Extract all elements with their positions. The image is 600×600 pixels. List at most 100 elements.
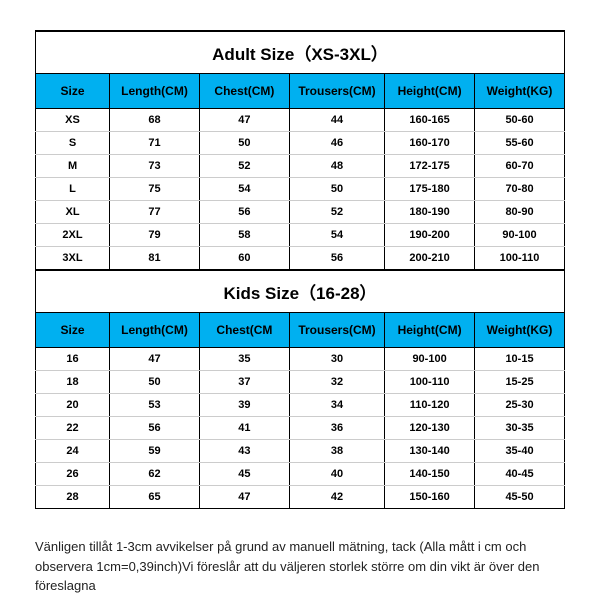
table-cell: 30 bbox=[289, 348, 384, 371]
column-header: Size bbox=[36, 74, 110, 109]
table-cell: 59 bbox=[110, 440, 200, 463]
table-cell: 54 bbox=[289, 224, 384, 247]
table-cell: 65 bbox=[110, 486, 200, 509]
table-cell: 50-60 bbox=[475, 109, 565, 132]
table-cell: 100-110 bbox=[385, 371, 475, 394]
table-cell: 73 bbox=[110, 155, 200, 178]
table-cell: 80-90 bbox=[475, 201, 565, 224]
table-cell: 190-200 bbox=[385, 224, 475, 247]
table-row: M735248172-17560-70 bbox=[36, 155, 565, 178]
table-cell: 55-60 bbox=[475, 132, 565, 155]
column-header: Chest(CM bbox=[199, 313, 289, 348]
column-header: Trousers(CM) bbox=[289, 74, 384, 109]
table-cell: 50 bbox=[289, 178, 384, 201]
table-cell: 81 bbox=[110, 247, 200, 270]
table-row: XS684744160-16550-60 bbox=[36, 109, 565, 132]
table-row: 1647353090-10010-15 bbox=[36, 348, 565, 371]
table-cell: 3XL bbox=[36, 247, 110, 270]
column-header: Length(CM) bbox=[110, 313, 200, 348]
table-cell: 37 bbox=[199, 371, 289, 394]
table-cell: 16 bbox=[36, 348, 110, 371]
table-cell: 68 bbox=[110, 109, 200, 132]
table-cell: 24 bbox=[36, 440, 110, 463]
table-cell: 52 bbox=[199, 155, 289, 178]
adult-size-table: SizeLength(CM)Chest(CM)Trousers(CM)Heigh… bbox=[35, 73, 565, 270]
table-row: 22564136120-13030-35 bbox=[36, 417, 565, 440]
table-cell: 53 bbox=[110, 394, 200, 417]
table-cell: 39 bbox=[199, 394, 289, 417]
column-header: Weight(KG) bbox=[475, 313, 565, 348]
table-row: 18503732100-11015-25 bbox=[36, 371, 565, 394]
table-cell: 41 bbox=[199, 417, 289, 440]
table-cell: 44 bbox=[289, 109, 384, 132]
table-cell: XL bbox=[36, 201, 110, 224]
table-cell: 42 bbox=[289, 486, 384, 509]
table-cell: 18 bbox=[36, 371, 110, 394]
table-cell: 46 bbox=[289, 132, 384, 155]
table-row: 3XL816056200-210100-110 bbox=[36, 247, 565, 270]
table-cell: 90-100 bbox=[385, 348, 475, 371]
table-cell: 40 bbox=[289, 463, 384, 486]
table-cell: 25-30 bbox=[475, 394, 565, 417]
table-cell: 200-210 bbox=[385, 247, 475, 270]
table-row: 24594338130-14035-40 bbox=[36, 440, 565, 463]
table-cell: 130-140 bbox=[385, 440, 475, 463]
table-cell: XS bbox=[36, 109, 110, 132]
table-cell: 45-50 bbox=[475, 486, 565, 509]
table-cell: 160-170 bbox=[385, 132, 475, 155]
table-cell: 150-160 bbox=[385, 486, 475, 509]
table-cell: 60-70 bbox=[475, 155, 565, 178]
column-header: Height(CM) bbox=[385, 74, 475, 109]
table-cell: 70-80 bbox=[475, 178, 565, 201]
adult-section-title: Adult Size（XS-3XL） bbox=[35, 30, 565, 73]
table-cell: 75 bbox=[110, 178, 200, 201]
table-cell: 15-25 bbox=[475, 371, 565, 394]
table-cell: 120-130 bbox=[385, 417, 475, 440]
table-cell: 50 bbox=[199, 132, 289, 155]
table-row: L755450175-18070-80 bbox=[36, 178, 565, 201]
table-cell: 30-35 bbox=[475, 417, 565, 440]
table-cell: L bbox=[36, 178, 110, 201]
table-cell: 180-190 bbox=[385, 201, 475, 224]
table-row: 2XL795854190-20090-100 bbox=[36, 224, 565, 247]
column-header: Trousers(CM) bbox=[289, 313, 384, 348]
table-cell: 34 bbox=[289, 394, 384, 417]
table-cell: 140-150 bbox=[385, 463, 475, 486]
table-cell: 56 bbox=[199, 201, 289, 224]
table-row: 28654742150-16045-50 bbox=[36, 486, 565, 509]
table-cell: 90-100 bbox=[475, 224, 565, 247]
column-header: Chest(CM) bbox=[199, 74, 289, 109]
table-cell: 35-40 bbox=[475, 440, 565, 463]
table-cell: 56 bbox=[110, 417, 200, 440]
table-row: 26624540140-15040-45 bbox=[36, 463, 565, 486]
kids-size-table: SizeLength(CM)Chest(CMTrousers(CM)Height… bbox=[35, 312, 565, 509]
column-header: Size bbox=[36, 313, 110, 348]
table-cell: 77 bbox=[110, 201, 200, 224]
table-cell: 45 bbox=[199, 463, 289, 486]
table-cell: 48 bbox=[289, 155, 384, 178]
table-cell: 47 bbox=[199, 109, 289, 132]
table-cell: 35 bbox=[199, 348, 289, 371]
kids-header-row: SizeLength(CM)Chest(CMTrousers(CM)Height… bbox=[36, 313, 565, 348]
table-cell: 54 bbox=[199, 178, 289, 201]
table-cell: 28 bbox=[36, 486, 110, 509]
table-cell: 62 bbox=[110, 463, 200, 486]
table-cell: S bbox=[36, 132, 110, 155]
table-cell: 50 bbox=[110, 371, 200, 394]
table-cell: 79 bbox=[110, 224, 200, 247]
table-cell: 71 bbox=[110, 132, 200, 155]
table-cell: 56 bbox=[289, 247, 384, 270]
table-row: S715046160-17055-60 bbox=[36, 132, 565, 155]
table-cell: 47 bbox=[199, 486, 289, 509]
table-cell: 47 bbox=[110, 348, 200, 371]
table-cell: 40-45 bbox=[475, 463, 565, 486]
table-cell: 20 bbox=[36, 394, 110, 417]
table-cell: 160-165 bbox=[385, 109, 475, 132]
table-cell: 175-180 bbox=[385, 178, 475, 201]
table-cell: 38 bbox=[289, 440, 384, 463]
table-cell: 2XL bbox=[36, 224, 110, 247]
table-cell: 58 bbox=[199, 224, 289, 247]
table-cell: 26 bbox=[36, 463, 110, 486]
table-cell: 60 bbox=[199, 247, 289, 270]
table-row: XL775652180-19080-90 bbox=[36, 201, 565, 224]
